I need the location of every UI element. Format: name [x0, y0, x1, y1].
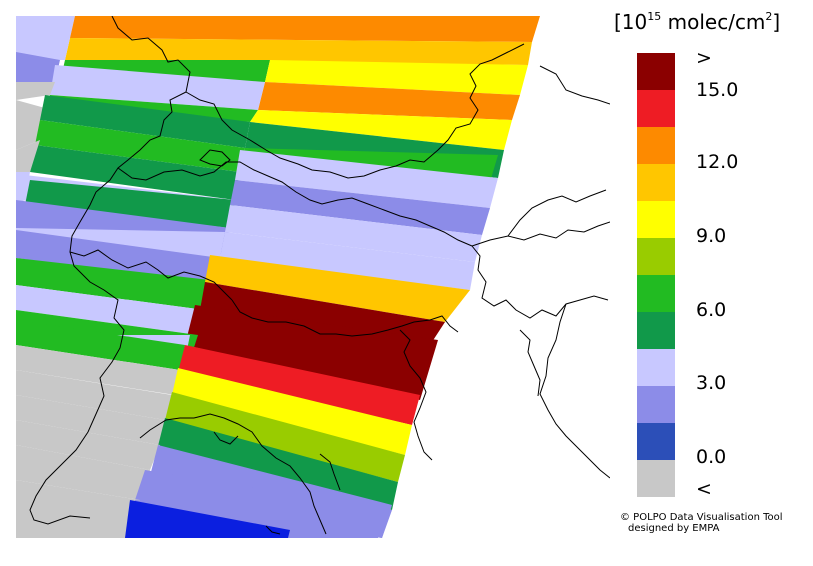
pixel	[205, 255, 470, 322]
pixel	[16, 285, 205, 335]
pixel	[45, 95, 258, 122]
pixel	[125, 500, 290, 538]
pixel	[16, 140, 40, 180]
pixel	[16, 320, 185, 370]
pixel	[165, 392, 405, 482]
pixel	[16, 395, 165, 445]
pixel	[220, 232, 475, 290]
pixel	[178, 345, 420, 425]
pixel	[158, 418, 398, 510]
pixel	[16, 258, 210, 310]
pixel	[16, 345, 180, 395]
pixel	[16, 370, 172, 420]
pixel	[172, 368, 412, 455]
pixel	[258, 82, 520, 120]
pixel	[16, 52, 60, 82]
pixel	[200, 282, 445, 345]
pixel	[185, 305, 438, 400]
pixel	[16, 230, 220, 285]
pixel	[16, 16, 75, 38]
pixel	[265, 60, 528, 95]
pixel	[50, 65, 265, 110]
pixel	[25, 180, 235, 228]
pixel	[35, 120, 245, 172]
pixel	[230, 180, 490, 235]
pixel	[235, 150, 498, 208]
pixel	[65, 38, 532, 65]
pixel	[16, 420, 160, 470]
country-borders	[29, 16, 610, 535]
pixel	[30, 145, 240, 200]
pixel	[250, 110, 512, 150]
pixel	[225, 205, 482, 262]
pixel	[16, 445, 150, 500]
data-pixels	[16, 16, 540, 538]
pixel	[70, 16, 540, 42]
pixel	[40, 95, 250, 148]
